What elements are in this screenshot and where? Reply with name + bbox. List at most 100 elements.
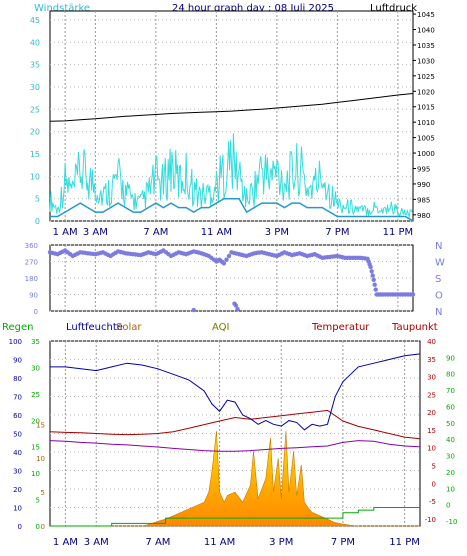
direction-point xyxy=(373,287,378,292)
wind-axis-label: Windstärke xyxy=(34,3,90,14)
direction-point xyxy=(226,253,232,259)
dewpoint-tick-label: 90 xyxy=(446,354,455,362)
panel1-frame xyxy=(49,10,414,222)
temperature-label: Temperatur xyxy=(311,322,370,333)
wind-tick-label: 5 xyxy=(35,195,40,204)
rain-tick-label: 15 xyxy=(31,444,40,452)
rain-label: Regen xyxy=(2,322,34,333)
panel1-x-tick-label: 11 AM xyxy=(201,227,232,238)
temperature-tick-label: 35 xyxy=(427,356,436,364)
humidity-tick-label: 20 xyxy=(13,486,22,494)
pressure-tick-label: 1040 xyxy=(417,27,435,35)
rain-tick-label: 25 xyxy=(31,391,40,399)
solar-label: Solar xyxy=(116,322,142,333)
wind-tick-label: 45 xyxy=(30,16,40,25)
dewpoint-tick-label: 70 xyxy=(446,387,455,395)
dewpoint-tick-label: 30 xyxy=(446,453,455,461)
temperature-tick-label: 10 xyxy=(427,445,436,453)
panel3-x-tick-label: 3 AM xyxy=(84,537,109,548)
panel1-x-tick-label: 7 PM xyxy=(325,227,349,238)
direction-point xyxy=(370,273,375,278)
compass-label: W xyxy=(435,258,445,269)
rain-tick-label: 20 xyxy=(31,417,40,425)
dewpoint-tick-label: 20 xyxy=(446,469,455,477)
direction-point xyxy=(233,303,239,308)
direction-point xyxy=(368,264,373,270)
temperature-tick-label: 25 xyxy=(427,391,436,399)
dewpoint-tick-label: 50 xyxy=(446,420,455,428)
dewpoint-tick-label: 10 xyxy=(446,485,455,493)
panel3-x-tick-label: 1 AM xyxy=(53,537,78,548)
direction-point xyxy=(224,257,229,262)
rain-tick-label: 30 xyxy=(31,364,40,372)
temperature-tick-label: 40 xyxy=(427,338,436,346)
temperature-tick-label: 20 xyxy=(427,409,436,417)
rain-tick-label: 35 xyxy=(31,338,40,346)
compass-label: N xyxy=(435,241,442,252)
humidity-tick-label: 100 xyxy=(9,338,22,346)
wind-tick-label: 35 xyxy=(30,61,40,70)
temperature-tick-label: 5 xyxy=(432,463,436,471)
pressure-tick-label: 990 xyxy=(417,181,430,189)
wind-tick-label: 30 xyxy=(30,83,40,92)
wind-series xyxy=(50,197,414,222)
pressure-series xyxy=(49,93,414,122)
compass-label: S xyxy=(435,274,441,285)
direction-point xyxy=(410,292,416,297)
dewpoint-series xyxy=(49,440,421,452)
humidity-tick-label: 60 xyxy=(13,412,22,420)
rain-tick-label: 0 xyxy=(36,523,40,531)
chart-layer: 0510152025303540459809859909951000100510… xyxy=(9,10,457,548)
direction-tick-label: 90 xyxy=(29,292,38,300)
direction-tick-label: 0 xyxy=(34,308,38,316)
panel3-x-tick-label: 3 PM xyxy=(269,537,293,548)
panel1-x-tick-label: 3 AM xyxy=(83,227,108,238)
dewpoint-tick-label: 40 xyxy=(446,436,455,444)
humidity-label: Luftfeuchte xyxy=(66,322,123,333)
pressure-tick-label: 1035 xyxy=(417,42,435,50)
solar-tick-label: 15 xyxy=(36,421,45,429)
direction-point xyxy=(372,282,377,287)
humidity-tick-label: 0 xyxy=(18,523,22,531)
aqi-label: AQI xyxy=(212,322,230,333)
pressure-tick-label: 1030 xyxy=(417,57,435,65)
dewpoint-tick-label: 60 xyxy=(446,403,455,411)
panel3-x-tick-label: 11 AM xyxy=(204,537,235,548)
panel1-x-tick-label: 7 AM xyxy=(143,227,168,238)
pressure-tick-label: 980 xyxy=(417,212,430,220)
pressure-tick-label: 1015 xyxy=(417,104,435,112)
humidity-tick-label: 70 xyxy=(13,394,22,402)
pressure-tick-label: 1010 xyxy=(417,119,435,127)
dewpoint-tick-label: -10 xyxy=(446,518,457,526)
temperature-series xyxy=(49,409,421,440)
solar-area xyxy=(50,430,420,527)
panel1-x-tick-label: 11 PM xyxy=(383,227,414,238)
temperature-tick-label: 30 xyxy=(427,374,436,382)
rain-tick-label: 10 xyxy=(31,470,40,478)
panel3-x-tick-label: 7 AM xyxy=(145,537,170,548)
pressure-tick-label: 995 xyxy=(417,166,430,174)
panel3-x-tick-label: 7 PM xyxy=(331,537,355,548)
wind-tick-label: 25 xyxy=(30,105,40,114)
humidity-tick-label: 80 xyxy=(13,375,22,383)
wind-tick-label: 0 xyxy=(35,217,40,226)
direction-tick-label: 360 xyxy=(25,242,38,250)
panel3-x-tick-label: 11 PM xyxy=(389,537,420,548)
direction-tick-label: 180 xyxy=(25,275,38,283)
rain-tick-label: 5 xyxy=(36,497,40,505)
direction-point xyxy=(221,261,227,266)
direction-point xyxy=(191,307,196,313)
pressure-tick-label: 985 xyxy=(417,196,430,204)
humidity-tick-label: 50 xyxy=(13,431,22,439)
direction-point xyxy=(235,307,240,312)
humidity-tick-label: 90 xyxy=(13,357,22,365)
pressure-tick-label: 1005 xyxy=(417,135,435,143)
wind-tick-label: 15 xyxy=(30,150,40,159)
dewpoint-label: Taupunkt xyxy=(391,322,438,333)
wind-tick-label: 20 xyxy=(30,128,40,137)
humidity-tick-label: 40 xyxy=(13,449,22,457)
panel1-x-tick-label: 1 AM xyxy=(53,227,78,238)
dewpoint-tick-label: 80 xyxy=(446,371,455,379)
